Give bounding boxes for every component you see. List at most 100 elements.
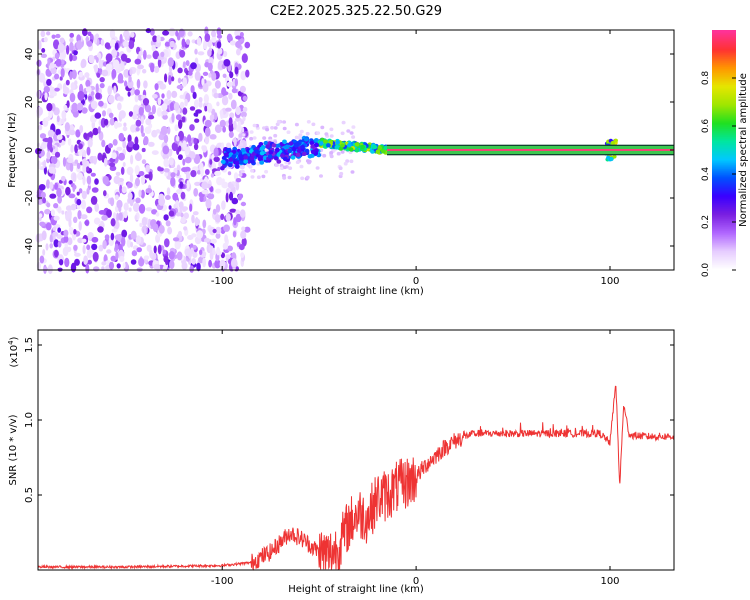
spectrogram-cell <box>84 220 90 226</box>
spectrogram-cell <box>171 76 175 82</box>
spectrogram-cell <box>109 29 116 39</box>
spectrogram-cell <box>74 159 79 164</box>
spectrogram-cell <box>152 50 160 60</box>
spectrogram-cell <box>118 152 125 161</box>
snr-y-tick-label: 1.0 <box>24 412 35 428</box>
spectrogram-cell <box>112 212 117 221</box>
spectrogram-cell <box>221 95 229 106</box>
spectrogram-cell <box>228 92 233 100</box>
spectrogram-cell <box>166 187 171 196</box>
spectrogram-cell <box>73 229 77 235</box>
spectrogram-cell <box>60 68 65 78</box>
spectrogram-cell <box>238 133 243 138</box>
spectrogram-cell <box>343 161 348 166</box>
spectrogram-cell <box>215 232 221 239</box>
spectrogram-cell <box>93 217 101 225</box>
spectrogram-cell <box>57 227 62 233</box>
spectrogram-cells <box>35 26 674 275</box>
spectrogram-cell <box>133 110 137 116</box>
spectrogram-cell <box>141 159 147 165</box>
colorbar-swatch <box>712 180 736 183</box>
spectrogram-cell <box>305 175 310 180</box>
spectrogram-cell <box>194 48 198 55</box>
spectrogram-cell <box>323 139 328 144</box>
spectrogram-cell <box>217 47 223 55</box>
spectrogram-cell <box>190 62 197 70</box>
spectrogram-cell <box>123 210 128 219</box>
spectrogram-cell <box>282 165 287 170</box>
spectrogram-cell <box>103 157 108 167</box>
spectrogram-cell <box>110 218 116 227</box>
spectrogram-cell <box>50 156 58 165</box>
spectrogram-cell <box>229 40 236 46</box>
spectrogram-cell <box>196 170 202 175</box>
spectrogram-cell <box>282 176 287 180</box>
spectrogram-cell <box>165 220 171 227</box>
spectrogram-cell <box>314 138 319 143</box>
spectrogram-cell <box>85 86 92 93</box>
spectrogram-cell <box>126 166 134 176</box>
spectrogram-cell <box>240 111 247 118</box>
spectrogram-cell <box>143 255 150 260</box>
snr-scale-label: (x104) <box>7 336 20 367</box>
spectrogram-cell <box>203 39 208 50</box>
spectrogram-cell <box>113 85 117 94</box>
colorbar-swatch <box>712 154 736 157</box>
spectrogram-cell <box>80 214 88 220</box>
spectrogram-cell <box>54 87 60 92</box>
spectrogram-cell <box>319 174 323 178</box>
spectrogram-cell <box>219 119 226 128</box>
spectrogram-cell <box>207 193 215 200</box>
colorbar-swatch <box>712 266 736 269</box>
spectrogram-cell <box>372 144 378 150</box>
spectrogram-cell <box>44 91 48 101</box>
spectrogram-cell <box>168 75 172 85</box>
spectrogram-cell <box>204 127 211 137</box>
spectrogram-cell <box>193 143 199 151</box>
spectrogram-cell <box>43 266 48 272</box>
spectrogram-cell <box>226 147 232 153</box>
snr-y-tick-label: 1.5 <box>24 337 35 353</box>
spectrogram-cell <box>216 93 224 99</box>
colorbar-swatch <box>712 152 736 155</box>
spectrogram-cell <box>136 78 141 89</box>
snr-x-tick-label: 100 <box>600 576 619 587</box>
spectrogram-cell <box>204 237 210 243</box>
spectrogram-cell <box>181 116 186 123</box>
spectrogram-cell <box>242 116 246 122</box>
spectrogram-cell <box>61 210 65 215</box>
spectrogram-cell <box>52 56 56 61</box>
spectrogram-cell <box>276 119 281 124</box>
spectrogram-cell <box>121 229 128 238</box>
spectrogram-cell <box>128 75 132 83</box>
spectrogram-cell <box>74 80 78 86</box>
spectrogram-cell <box>239 38 245 43</box>
spectrogram-cell <box>147 141 155 147</box>
spectrogram-cell <box>168 157 174 166</box>
spectrogram-cell <box>83 132 88 140</box>
spectrogram-cell <box>189 124 195 131</box>
spectrogram-cell <box>176 84 184 90</box>
spectrogram-cell <box>54 249 59 258</box>
spectrogram-cell <box>87 232 94 240</box>
spectrogram-cell <box>40 30 46 38</box>
spectrogram-cell <box>156 34 161 44</box>
spectrogram-cell <box>329 127 334 132</box>
spectrogram-cell <box>115 251 119 260</box>
colorbar-swatch <box>712 100 736 103</box>
spectrogram-cell <box>74 258 80 266</box>
spectrogram-cell <box>134 89 140 96</box>
spectrogram-cell <box>300 144 305 150</box>
spectrogram-cell <box>117 73 124 83</box>
spectrogram-cell <box>201 189 209 195</box>
spectrogram-cell <box>128 40 135 50</box>
colorbar-swatch <box>712 114 736 117</box>
spectrogram-cell <box>90 100 98 110</box>
spectrogram-cell <box>184 146 191 153</box>
colorbar-swatch <box>712 244 736 247</box>
spectrogram-cell <box>261 174 266 179</box>
spectrogram-cell <box>310 149 316 154</box>
colorbar-swatch <box>712 248 736 251</box>
spectrogram-cell <box>46 151 51 160</box>
spectrogram-cell <box>78 143 83 150</box>
